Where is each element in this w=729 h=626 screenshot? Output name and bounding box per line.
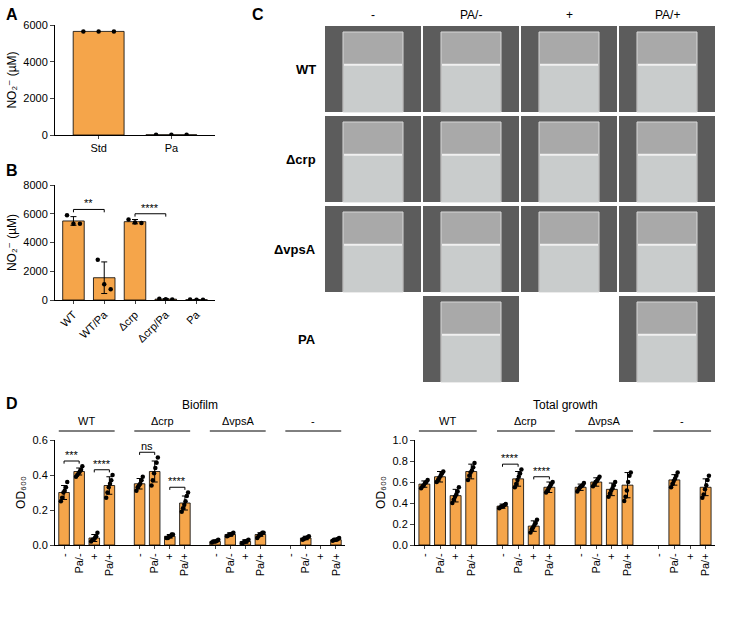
svg-text:NO₂⁻ (µM): NO₂⁻ (µM): [5, 51, 19, 108]
svg-text:Δcrp: Δcrp: [151, 415, 174, 427]
svg-text:Std: Std: [90, 142, 107, 154]
svg-text:0.0: 0.0: [393, 539, 408, 551]
svg-text:ΔvpsA: ΔvpsA: [588, 415, 620, 427]
svg-text:-: -: [652, 553, 664, 557]
svg-text:+: +: [88, 553, 100, 559]
svg-text:ΔvpsA: ΔvpsA: [274, 242, 316, 257]
svg-text:-: -: [133, 553, 145, 557]
svg-text:**: **: [84, 197, 93, 209]
svg-text:0.6: 0.6: [33, 434, 48, 446]
svg-text:-: -: [680, 415, 684, 427]
svg-text:0: 0: [42, 129, 48, 141]
svg-text:-: -: [418, 553, 430, 557]
svg-text:-: -: [209, 553, 221, 557]
svg-text:Pa/+: Pa/+: [621, 553, 633, 576]
svg-text:Pa/-: Pa/-: [148, 553, 160, 574]
svg-text:Pa/+: Pa/+: [465, 553, 477, 576]
svg-text:0.4: 0.4: [393, 497, 408, 509]
svg-text:PA/-: PA/-: [460, 8, 482, 22]
svg-text:0.2: 0.2: [33, 504, 48, 516]
svg-text:+: +: [684, 553, 696, 559]
svg-text:WT/Pa: WT/Pa: [77, 308, 110, 341]
svg-text:-: -: [371, 8, 375, 22]
svg-text:Pa/+: Pa/+: [699, 553, 711, 576]
svg-text:Pa/+: Pa/+: [330, 553, 342, 576]
svg-text:A: A: [6, 6, 18, 23]
svg-text:+: +: [527, 553, 539, 559]
svg-text:B: B: [6, 162, 18, 179]
svg-text:+: +: [239, 553, 251, 559]
svg-text:-: -: [58, 553, 70, 557]
svg-text:0.2: 0.2: [393, 518, 408, 530]
svg-text:8000: 8000: [23, 179, 47, 191]
svg-text:ΔvpsA: ΔvpsA: [222, 415, 254, 427]
svg-text:OD₆₀₀: OD₆₀₀: [374, 476, 388, 509]
svg-text:Pa/-: Pa/-: [224, 553, 236, 574]
svg-text:+: +: [314, 553, 326, 559]
svg-text:Pa/-: Pa/-: [434, 553, 446, 574]
svg-text:WT: WT: [296, 62, 316, 77]
svg-text:****: ****: [501, 452, 519, 464]
svg-text:OD₆₀₀: OD₆₀₀: [14, 476, 28, 509]
svg-text:PA/+: PA/+: [655, 8, 680, 22]
svg-text:0.6: 0.6: [393, 476, 408, 488]
svg-text:PA: PA: [298, 332, 316, 347]
svg-text:4000: 4000: [23, 236, 47, 248]
svg-text:WT: WT: [58, 308, 79, 329]
svg-text:Δcrp/Pa: Δcrp/Pa: [135, 308, 172, 345]
svg-text:0: 0: [42, 294, 48, 306]
svg-text:****: ****: [533, 465, 551, 477]
svg-text:C: C: [252, 6, 264, 23]
svg-text:Pa/-: Pa/-: [512, 553, 524, 574]
svg-text:+: +: [449, 553, 461, 559]
svg-text:Total growth: Total growth: [533, 398, 598, 412]
svg-text:+: +: [163, 553, 175, 559]
svg-text:-: -: [496, 553, 508, 557]
svg-text:WT: WT: [78, 415, 95, 427]
svg-text:+: +: [605, 553, 617, 559]
svg-text:****: ****: [141, 202, 159, 214]
svg-text:WT: WT: [439, 415, 456, 427]
svg-text:Pa: Pa: [184, 308, 203, 327]
svg-text:Δcrp: Δcrp: [514, 415, 537, 427]
svg-text:6000: 6000: [23, 208, 47, 220]
svg-text:D: D: [6, 395, 18, 412]
svg-text:****: ****: [93, 458, 111, 470]
svg-text:2000: 2000: [23, 92, 47, 104]
svg-text:-: -: [311, 415, 315, 427]
svg-text:ns: ns: [141, 440, 153, 452]
svg-text:-: -: [284, 553, 296, 557]
svg-text:NO₂⁻ (µM): NO₂⁻ (µM): [5, 214, 19, 271]
svg-text:6000: 6000: [23, 19, 47, 31]
svg-text:****: ****: [168, 475, 186, 487]
svg-text:-: -: [574, 553, 586, 557]
svg-text:0.8: 0.8: [393, 455, 408, 467]
svg-text:Pa: Pa: [165, 142, 179, 154]
svg-text:Pa/-: Pa/-: [299, 553, 311, 574]
svg-text:2000: 2000: [23, 265, 47, 277]
svg-text:4000: 4000: [23, 56, 47, 68]
svg-text:Pa/+: Pa/+: [543, 553, 555, 576]
svg-text:***: ***: [65, 449, 79, 461]
svg-text:Δcrp: Δcrp: [116, 309, 140, 333]
svg-text:Pa/+: Pa/+: [103, 553, 115, 576]
svg-text:Pa/+: Pa/+: [254, 553, 266, 576]
svg-text:Pa/-: Pa/-: [668, 553, 680, 574]
svg-text:0.0: 0.0: [33, 539, 48, 551]
svg-text:Pa/-: Pa/-: [73, 553, 85, 574]
svg-text:0.4: 0.4: [33, 469, 48, 481]
svg-text:+: +: [566, 8, 573, 22]
svg-text:Pa/-: Pa/-: [590, 553, 602, 574]
svg-text:Biofilm: Biofilm: [182, 398, 218, 412]
svg-text:Δcrp: Δcrp: [286, 152, 316, 167]
svg-text:Pa/+: Pa/+: [178, 553, 190, 576]
svg-text:1.0: 1.0: [393, 434, 408, 446]
